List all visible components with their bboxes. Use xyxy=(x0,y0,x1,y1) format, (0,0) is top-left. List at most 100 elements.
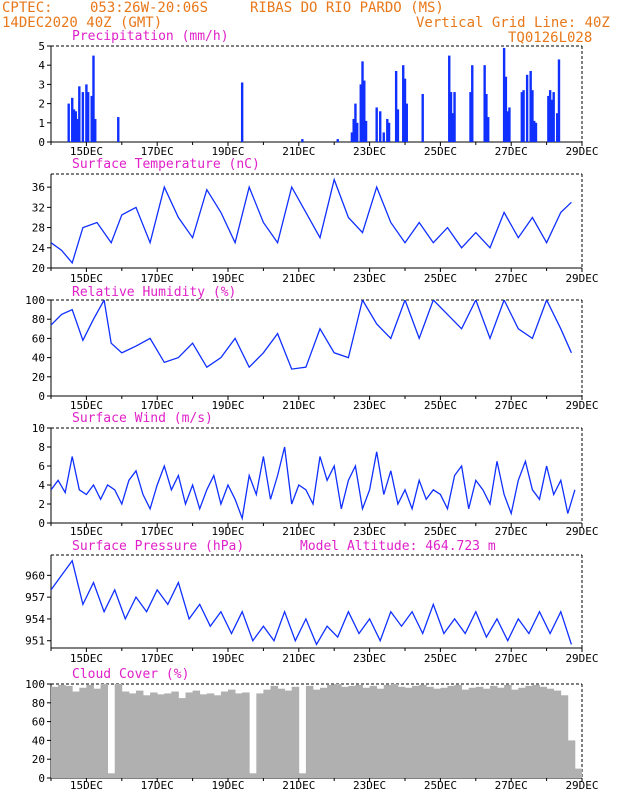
y-tick-label: 960 xyxy=(25,569,45,582)
precip-bar xyxy=(520,92,524,142)
precip-bar xyxy=(240,82,244,142)
precip-bar xyxy=(522,90,525,142)
precip-bar xyxy=(485,94,488,142)
cloud-bar xyxy=(539,686,547,778)
precip-bar xyxy=(379,111,382,142)
cloud-bar xyxy=(114,684,123,778)
precip-bar xyxy=(354,103,357,142)
cloud-bar xyxy=(51,686,59,778)
precip-bar xyxy=(448,55,451,142)
x-tick-label: 17DEC xyxy=(141,272,174,285)
cloud-bar xyxy=(390,684,399,778)
cloud-bar xyxy=(143,695,151,778)
x-tick-label: 15DEC xyxy=(70,525,103,538)
x-tick-label: 23DEC xyxy=(353,525,386,538)
x-tick-label: 27DEC xyxy=(495,145,528,158)
precip-bar xyxy=(364,120,368,142)
cloud-bar xyxy=(320,687,328,778)
cloud-bar xyxy=(397,686,406,778)
precip-bar xyxy=(421,94,424,142)
y-tick-label: 1 xyxy=(38,117,45,130)
x-tick-label: 19DEC xyxy=(211,145,244,158)
precip-bar xyxy=(336,139,339,142)
y-tick-label: 20 xyxy=(32,371,45,384)
plot-area xyxy=(51,559,573,646)
cloud-bar xyxy=(192,690,201,778)
cloud-bar xyxy=(482,688,491,778)
panel-title: Surface Wind (m/s) xyxy=(72,411,213,426)
precip-bar xyxy=(382,132,385,142)
cloud-bar xyxy=(327,684,335,778)
series-line xyxy=(51,446,576,521)
cloud-bar xyxy=(107,773,116,778)
series-line xyxy=(51,300,572,370)
cloud-bar xyxy=(128,693,137,778)
cloud-bar xyxy=(206,693,215,778)
plot-area xyxy=(51,300,572,370)
precip-bar xyxy=(117,117,120,142)
precip-bar xyxy=(356,122,359,142)
precip-bar xyxy=(396,109,400,142)
x-tick-label: 15DEC xyxy=(70,652,103,665)
y-tick-label: 4 xyxy=(38,479,45,492)
cloud-bar xyxy=(560,695,569,778)
x-tick-label: 25DEC xyxy=(424,145,457,158)
x-tick-label: 29DEC xyxy=(565,525,598,538)
cloud-bar xyxy=(405,687,413,778)
y-tick-label: 4 xyxy=(38,59,45,72)
y-tick-label: 80 xyxy=(32,313,45,326)
cloud-bar xyxy=(235,693,243,778)
series-line xyxy=(51,177,572,265)
cloud-bar xyxy=(93,688,101,778)
x-tick-label: 25DEC xyxy=(424,399,457,412)
panel-title: Relative Humidity (%) xyxy=(72,285,236,300)
precip-bar xyxy=(552,92,555,142)
cloud-bar xyxy=(164,693,172,778)
x-tick-label: 25DEC xyxy=(424,779,457,792)
precip-bar xyxy=(486,117,490,142)
x-tick-label: 17DEC xyxy=(141,525,174,538)
model-altitude-label: Model Altitude: 464.723 m xyxy=(300,539,496,554)
cloud-bar xyxy=(284,690,293,778)
precip-bar xyxy=(363,80,366,142)
panel-title: Surface Temperature (nC) xyxy=(72,157,260,172)
precip-bar xyxy=(74,111,77,142)
cloud-bar xyxy=(121,691,130,778)
precip-bar xyxy=(85,84,88,142)
precip-bar xyxy=(451,113,454,142)
precip-bar xyxy=(508,107,511,142)
cloud-bar xyxy=(574,768,582,778)
precip-bar xyxy=(387,122,391,142)
cloud-bar xyxy=(355,684,363,778)
cloud-bar xyxy=(433,688,441,778)
cloud-bar xyxy=(312,689,321,778)
cloud-bar xyxy=(376,688,385,778)
y-tick-label: 10 xyxy=(32,422,45,435)
y-tick-label: 3 xyxy=(38,78,45,91)
location-label: RIBAS DO RIO PARDO (MS) xyxy=(250,0,444,16)
y-tick-label: 2 xyxy=(38,498,45,511)
cloud-bar xyxy=(489,685,498,778)
precip-bar xyxy=(78,86,81,142)
y-tick-label: 100 xyxy=(25,678,45,691)
y-tick-label: 951 xyxy=(25,635,45,648)
precip-bar xyxy=(301,139,304,142)
y-tick-label: 40 xyxy=(32,734,45,747)
y-tick-label: 28 xyxy=(32,222,45,235)
coords-label: 053:26W-20:06S xyxy=(90,0,209,16)
date-label: 14DEC2020 40Z (GMT) xyxy=(2,15,163,31)
precip-bar xyxy=(469,92,472,142)
x-tick-label: 19DEC xyxy=(211,272,244,285)
y-tick-label: 100 xyxy=(25,294,45,307)
precip-bar xyxy=(550,99,554,142)
cloud-bar xyxy=(256,693,264,778)
precip-bar xyxy=(405,103,408,142)
x-tick-label: 17DEC xyxy=(141,779,174,792)
precip-bar xyxy=(375,107,378,142)
precip-bar xyxy=(81,92,85,142)
x-tick-label: 21DEC xyxy=(282,525,315,538)
cloud-bar xyxy=(567,740,576,778)
cloud-bar xyxy=(270,685,278,778)
y-tick-label: 24 xyxy=(32,242,46,255)
precip-bar xyxy=(534,122,538,142)
